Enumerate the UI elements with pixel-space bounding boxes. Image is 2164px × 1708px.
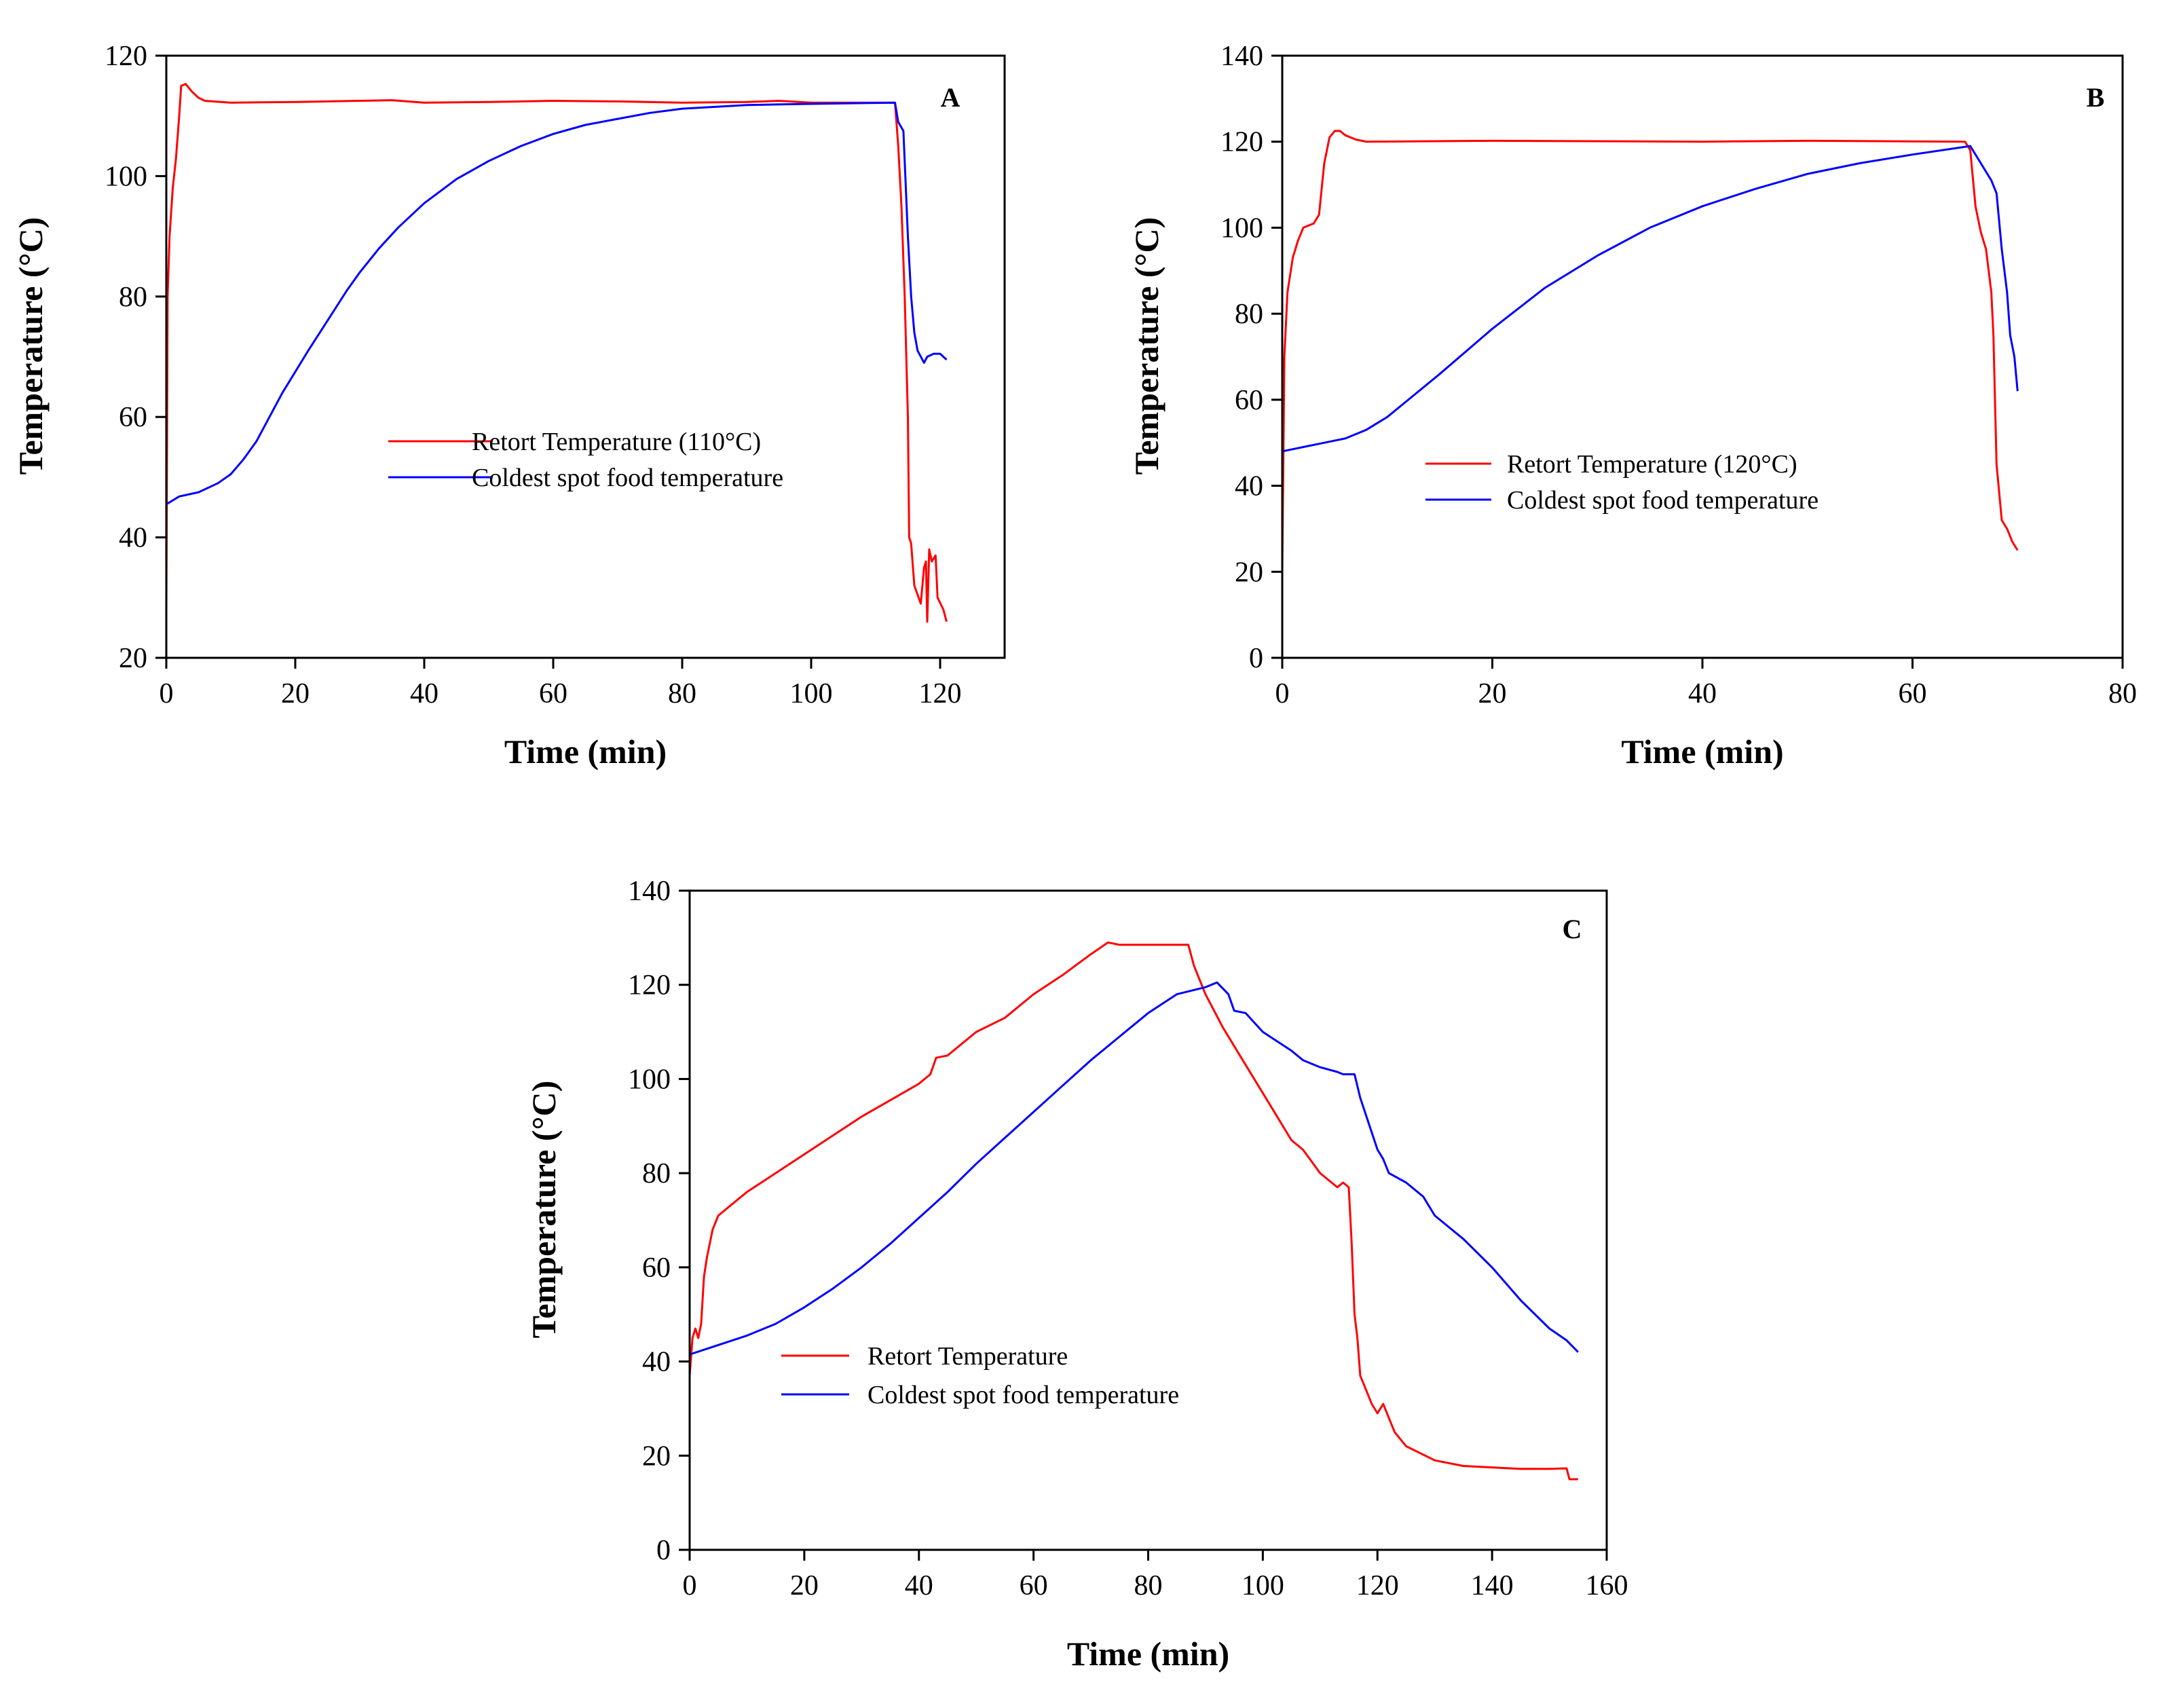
x-tick-label: 140: [1471, 1570, 1514, 1601]
y-tick-label: 0: [1249, 643, 1263, 674]
legend-label: Coldest spot food temperature: [1507, 486, 1818, 515]
y-axis-title: Temperature (°C): [525, 1081, 563, 1339]
x-tick-label: 60: [539, 678, 567, 709]
y-tick-label: 20: [642, 1441, 671, 1472]
x-tick-label: 40: [1688, 678, 1717, 709]
series-line-coldest-spot: [689, 981, 1579, 1356]
y-tick-label: 60: [119, 402, 147, 433]
panel-label: B: [2087, 82, 2105, 113]
series-line-retort: [165, 83, 948, 623]
y-tick-label: 60: [1235, 385, 1263, 416]
x-tick-label: 160: [1586, 1570, 1628, 1601]
x-tick-label: 60: [1899, 678, 1927, 709]
legend: Retort Temperature (120°C) Coldest spot f…: [1425, 450, 1818, 515]
y-tick-label: 80: [1235, 299, 1263, 330]
x-axis-title: Time (min): [1621, 732, 1783, 771]
y-tick-label: 100: [105, 161, 147, 192]
y-tick-label: 80: [119, 282, 147, 313]
legend: Retort Temperature (110°C) Coldest spot f…: [388, 428, 783, 492]
y-tick-label: 120: [628, 970, 671, 1001]
x-tick-label: 0: [1275, 678, 1290, 709]
x-tick-label: 20: [1478, 678, 1507, 709]
x-tick-label: 80: [668, 678, 696, 709]
y-tick-label: 140: [1220, 41, 1263, 72]
chart-panel-c: 0 20 40 60 80 100 120 140 160 0 20 40 60 80 100 120 140 T…: [525, 876, 1628, 1673]
legend-label: Coldest spot food temperature: [472, 464, 783, 492]
y-tick-label: 100: [628, 1064, 671, 1095]
x-tick-label: 0: [683, 1570, 697, 1601]
x-tick-label: 100: [1242, 1570, 1284, 1601]
y-tick-label: 40: [1235, 471, 1263, 502]
series-line-retort: [1281, 130, 2019, 572]
legend-label: Retort Temperature (120°C): [1507, 450, 1797, 479]
plot-frame: [688, 889, 1608, 1551]
y-tick-label: 120: [1220, 127, 1263, 158]
legend-label: Retort Temperature (110°C): [472, 428, 761, 456]
legend-label: Retort Temperature: [868, 1342, 1068, 1371]
y-axis-title: Temperature (°C): [1127, 217, 1165, 475]
y-tick-label: 40: [119, 523, 147, 554]
panel-label: A: [941, 82, 960, 113]
y-tick-label: 80: [642, 1158, 671, 1189]
x-tick-label: 80: [1134, 1570, 1163, 1601]
y-tick-label: 40: [642, 1347, 671, 1378]
x-axis-title: Time (min): [1067, 1635, 1229, 1673]
series-line-coldest-spot: [166, 101, 948, 506]
y-tick-label: 100: [1220, 212, 1263, 244]
x-tick-label: 60: [1020, 1570, 1048, 1601]
y-tick-label: 20: [119, 643, 147, 674]
x-tick-label: 40: [905, 1570, 933, 1601]
plot-frame: [165, 54, 1006, 659]
x-tick-label: 120: [919, 678, 962, 709]
y-tick-label: 20: [1235, 557, 1263, 588]
legend-label: Coldest spot food temperature: [868, 1381, 1179, 1409]
chart-panel-b: 0 20 40 60 80 0 20 40 60 80 100 120 140 Time (min) Tem…: [1127, 41, 2137, 771]
chart-panel-a: 0 20 40 60 80 100 120 20 40 60 80 100 120 Time (min) T…: [12, 41, 1006, 771]
y-tick-label: 120: [105, 41, 147, 72]
series-line-coldest-spot: [1282, 145, 2019, 453]
x-tick-label: 120: [1356, 1570, 1399, 1601]
panel-label: C: [1563, 914, 1582, 944]
x-tick-label: 100: [790, 678, 833, 709]
y-axis-title: Temperature (°C): [12, 217, 50, 475]
y-tick-label: 60: [642, 1252, 671, 1284]
series-line-retort: [688, 941, 1578, 1481]
y-tick-label: 140: [628, 876, 671, 907]
x-tick-label: 20: [281, 678, 310, 709]
y-tick-label: 0: [656, 1535, 671, 1566]
x-axis-title: Time (min): [504, 732, 667, 771]
plot-frame: [1281, 54, 2124, 659]
legend: Retort Temperature Coldest spot food temp…: [781, 1342, 1179, 1409]
x-tick-label: 80: [2108, 678, 2137, 709]
x-tick-label: 40: [410, 678, 439, 709]
x-tick-label: 20: [790, 1570, 819, 1601]
x-tick-label: 0: [160, 678, 174, 709]
